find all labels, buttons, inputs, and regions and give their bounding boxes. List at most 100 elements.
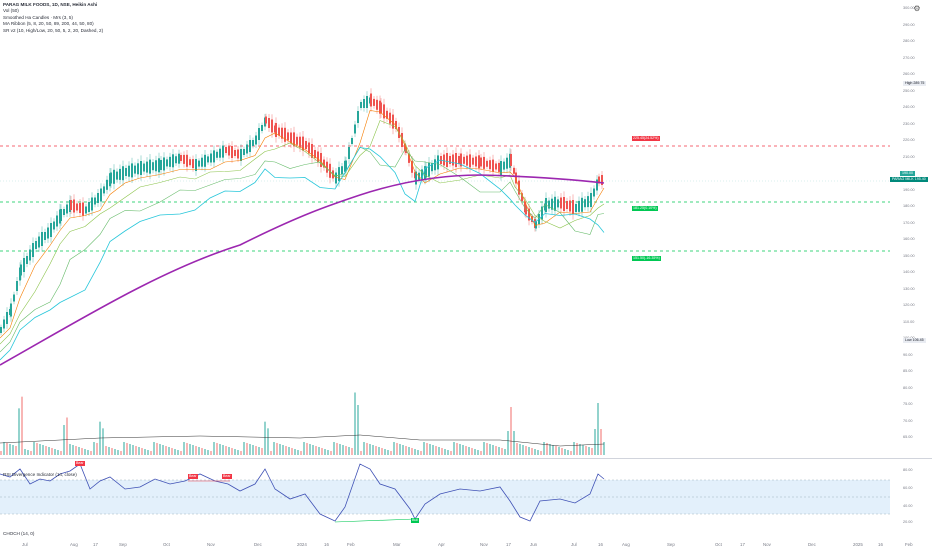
candle-body bbox=[287, 132, 289, 141]
volume-bar bbox=[471, 448, 473, 455]
volume-bar bbox=[243, 442, 245, 455]
legend-volume[interactable]: Vol (50) bbox=[3, 8, 19, 14]
rsi-bear-label-1: Bear bbox=[75, 461, 85, 466]
volume-bar bbox=[489, 444, 491, 455]
candle-body bbox=[240, 149, 242, 161]
volume-bar bbox=[528, 447, 530, 455]
volume-bar bbox=[324, 449, 326, 455]
candle-body bbox=[134, 165, 136, 174]
candle-body bbox=[320, 153, 322, 167]
volume-bar bbox=[321, 448, 323, 455]
volume-bar bbox=[0, 451, 2, 455]
volume-bar bbox=[210, 451, 212, 455]
candle-body bbox=[503, 161, 505, 170]
candle-body bbox=[222, 145, 224, 158]
candle-body bbox=[489, 160, 491, 170]
candle-body bbox=[338, 167, 340, 182]
volume-ma-line bbox=[0, 434, 605, 447]
time-tick: Oct bbox=[163, 542, 170, 547]
candle-body bbox=[252, 140, 254, 146]
pane-separator[interactable] bbox=[0, 458, 932, 459]
volume-bar bbox=[504, 449, 506, 455]
support-tag-2: 151.50(-16.35%) bbox=[632, 256, 661, 261]
symbol-price-tag: PARAG MILK 195.40 bbox=[890, 177, 928, 182]
price-tick: 150.00 bbox=[903, 253, 915, 258]
volume-bar bbox=[549, 444, 551, 455]
candle-body bbox=[237, 149, 239, 159]
volume-bar bbox=[129, 444, 131, 455]
candle-body bbox=[271, 119, 273, 133]
volume-bar bbox=[591, 448, 593, 455]
candle-body bbox=[246, 144, 248, 154]
volume-bar bbox=[312, 445, 314, 455]
volume-bar bbox=[285, 446, 287, 455]
volume-bar bbox=[495, 446, 497, 455]
volume-bar bbox=[276, 443, 278, 455]
candle-body bbox=[198, 160, 200, 167]
rsi-tick: 20.00 bbox=[903, 520, 913, 524]
legend-smoothed-ha[interactable]: Smoothed Ha Candles · Mrs (3, 5) bbox=[3, 14, 73, 20]
candle-body bbox=[486, 160, 488, 167]
symbol-title[interactable]: PARAG MILK FOODS, 1D, NSE, Heikin Ashi bbox=[3, 2, 98, 7]
main-chart-pane[interactable] bbox=[0, 0, 932, 458]
rsi-bull-label: Bull bbox=[411, 518, 419, 523]
candle-body bbox=[234, 150, 236, 156]
candle-body bbox=[478, 155, 480, 169]
volume-bar bbox=[231, 448, 233, 455]
volume-bar bbox=[411, 448, 413, 455]
candle-body bbox=[175, 156, 177, 164]
volume-bar bbox=[351, 448, 353, 455]
volume-bar bbox=[294, 449, 296, 455]
volume-bar bbox=[264, 421, 266, 455]
volume-bar bbox=[60, 451, 62, 455]
time-tick: 17 bbox=[506, 542, 511, 547]
candle-body bbox=[23, 258, 25, 272]
candle-body bbox=[152, 162, 154, 171]
ma-orange bbox=[0, 110, 605, 339]
candle-body bbox=[50, 223, 52, 237]
high-label: High 289.75 bbox=[903, 81, 927, 86]
volume-bar bbox=[213, 442, 215, 455]
time-tick: Sep bbox=[667, 542, 675, 547]
rsi-chart[interactable] bbox=[0, 459, 890, 541]
price-chart[interactable] bbox=[0, 0, 890, 458]
candle-body bbox=[569, 200, 571, 212]
volume-bar bbox=[360, 451, 362, 455]
candle-body bbox=[183, 154, 185, 164]
volume-bar bbox=[435, 446, 437, 455]
volume-bar bbox=[333, 442, 335, 455]
candle-body bbox=[228, 146, 230, 156]
choch-legend[interactable]: CHOCH (14, 0) bbox=[3, 531, 35, 536]
candle-body bbox=[293, 132, 295, 147]
rsi-pane[interactable] bbox=[0, 459, 932, 541]
volume-bar bbox=[570, 451, 572, 455]
volume-bar bbox=[78, 447, 80, 455]
volume-bar bbox=[336, 443, 338, 455]
volume-bar bbox=[15, 446, 17, 455]
price-tick: 120.00 bbox=[903, 303, 915, 307]
volume-bar bbox=[54, 449, 56, 455]
time-axis[interactable]: Jul Aug 17 Sep Oct Nov Dec 2024 16 Feb Mar Apr Nov 17… bbox=[0, 540, 932, 550]
candle-body bbox=[466, 155, 468, 166]
volume-bar bbox=[456, 443, 458, 455]
volume-bar bbox=[552, 445, 554, 455]
volume-bar bbox=[138, 447, 140, 455]
candle-body bbox=[47, 227, 49, 239]
time-tick: Nov bbox=[480, 542, 488, 547]
volume-bar bbox=[33, 442, 35, 455]
volume-bar bbox=[519, 444, 521, 455]
settings-gear-icon[interactable]: ⚙ bbox=[913, 4, 921, 13]
volume-bar bbox=[216, 443, 218, 455]
rsi-legend[interactable]: RSI Divergence Indicator (14, close) bbox=[3, 472, 77, 477]
volume-bar bbox=[444, 449, 446, 455]
volume-bar bbox=[525, 446, 527, 455]
volume-bar bbox=[162, 445, 164, 455]
volume-bar bbox=[546, 443, 548, 455]
legend-ma-ribbon[interactable]: MA Ribbon (5, 8, 20, 50, 89, 200, 44, 50… bbox=[3, 21, 94, 27]
candle-body bbox=[449, 156, 451, 164]
candle-body bbox=[335, 172, 337, 184]
legend-sr[interactable]: SR v2 (10, High/Low, 20, 50, 5, 2, 20, D… bbox=[3, 27, 104, 33]
time-tick: Apr bbox=[438, 542, 445, 547]
volume-bar bbox=[6, 443, 8, 455]
candle-body bbox=[446, 153, 448, 167]
